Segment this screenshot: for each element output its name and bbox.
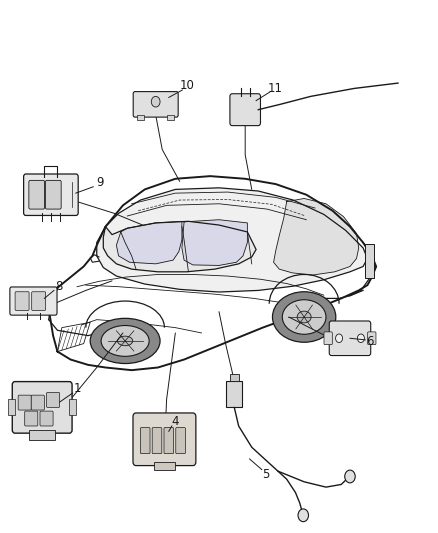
Polygon shape <box>103 221 256 272</box>
FancyBboxPatch shape <box>141 427 150 454</box>
Text: 10: 10 <box>180 79 195 92</box>
Polygon shape <box>182 220 247 265</box>
Ellipse shape <box>101 326 149 357</box>
Bar <box>29 430 55 440</box>
Text: 9: 9 <box>96 176 104 189</box>
FancyBboxPatch shape <box>324 332 332 345</box>
Text: 8: 8 <box>55 280 63 293</box>
Text: 1: 1 <box>73 382 81 395</box>
FancyBboxPatch shape <box>176 427 185 454</box>
Bar <box>226 381 242 407</box>
FancyBboxPatch shape <box>31 395 44 410</box>
Bar <box>365 244 374 278</box>
Bar <box>137 115 144 120</box>
FancyBboxPatch shape <box>40 411 53 426</box>
Bar <box>153 462 175 470</box>
FancyBboxPatch shape <box>12 382 72 433</box>
Ellipse shape <box>117 336 133 346</box>
FancyBboxPatch shape <box>46 180 61 209</box>
FancyBboxPatch shape <box>164 427 173 454</box>
Polygon shape <box>97 188 367 292</box>
Text: 4: 4 <box>172 415 179 428</box>
Bar <box>167 115 174 120</box>
FancyBboxPatch shape <box>10 287 57 315</box>
Text: 6: 6 <box>366 335 373 349</box>
FancyBboxPatch shape <box>24 174 78 215</box>
Polygon shape <box>274 198 359 275</box>
FancyBboxPatch shape <box>152 427 162 454</box>
FancyBboxPatch shape <box>18 395 31 410</box>
Circle shape <box>298 509 308 522</box>
Circle shape <box>336 334 343 343</box>
Text: 11: 11 <box>267 82 283 95</box>
Text: 5: 5 <box>262 469 270 481</box>
FancyBboxPatch shape <box>367 332 376 345</box>
Circle shape <box>345 470 355 483</box>
FancyBboxPatch shape <box>329 321 371 356</box>
FancyBboxPatch shape <box>29 180 45 209</box>
Ellipse shape <box>297 311 311 323</box>
Polygon shape <box>117 221 182 264</box>
Bar <box>8 399 15 415</box>
Circle shape <box>357 334 364 343</box>
Bar <box>70 399 76 415</box>
Ellipse shape <box>272 292 336 342</box>
Circle shape <box>151 96 160 107</box>
FancyBboxPatch shape <box>230 94 261 126</box>
FancyBboxPatch shape <box>133 92 178 117</box>
FancyBboxPatch shape <box>25 411 38 426</box>
FancyBboxPatch shape <box>133 413 196 466</box>
Ellipse shape <box>90 318 160 364</box>
FancyBboxPatch shape <box>32 292 46 310</box>
Bar <box>230 374 239 381</box>
FancyBboxPatch shape <box>15 292 29 310</box>
Ellipse shape <box>283 300 326 334</box>
FancyBboxPatch shape <box>46 392 60 407</box>
